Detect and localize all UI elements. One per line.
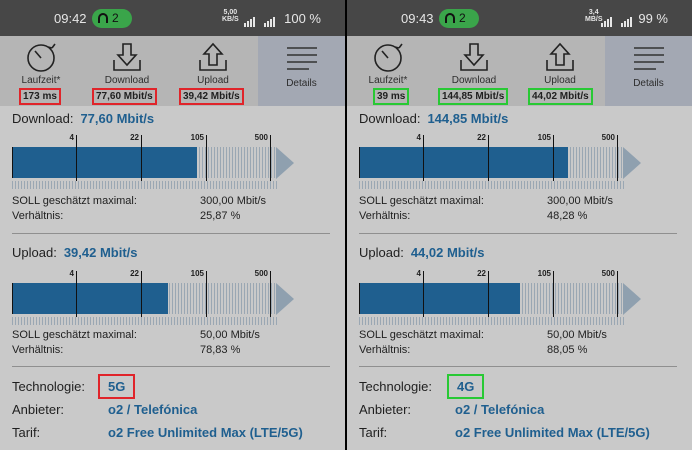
tariff-value: o2 Free Unlimited Max (LTE/5G) — [108, 425, 303, 440]
scale-label: 500 — [601, 269, 615, 278]
scale-label: 4 — [416, 133, 421, 142]
latency-value: 173 ms — [19, 88, 61, 105]
download-meter: 4 22 105 500 — [359, 133, 649, 193]
hotspot-badge: 2 — [439, 9, 479, 28]
status-bar: 09:42 2 5,00 KB/S 100 % — [0, 0, 345, 36]
signal-icon-2 — [621, 13, 633, 27]
meter-arrow-icon — [623, 283, 641, 315]
signal-icon-2 — [264, 13, 276, 27]
upload-meter: 4 22 105 500 — [12, 269, 302, 329]
upload-meter: 4 22 105 500 — [359, 269, 649, 329]
divider — [359, 233, 677, 234]
divider — [12, 233, 330, 234]
status-bar: 09:43 2 3,4 MB/S 99 % — [347, 0, 692, 36]
scale-label: 22 — [477, 133, 486, 142]
download-bar-fill — [360, 147, 568, 178]
hotspot-badge: 2 — [92, 9, 132, 28]
tab-latency[interactable]: Laufzeit* 39 ms — [347, 36, 429, 106]
upload-icon — [546, 42, 574, 71]
provider-value: o2 / Telefónica — [455, 402, 545, 417]
download-value: 77,60 Mbit/s — [92, 88, 157, 105]
battery-level: 99 % — [638, 11, 668, 26]
network-speed: 3,4 MB/S — [585, 9, 603, 23]
timer-icon — [27, 43, 56, 72]
scale-label: 105 — [190, 269, 204, 278]
scale-label: 22 — [130, 269, 139, 278]
scale-label: 4 — [416, 269, 421, 278]
timer-icon — [374, 43, 403, 72]
upload-speed: 44,02 Mbit/s — [410, 245, 485, 260]
scale-label: 22 — [130, 133, 139, 142]
battery-level: 100 % — [284, 11, 321, 26]
download-title: Download: — [12, 111, 74, 126]
divider — [12, 366, 330, 367]
menu-lines-icon — [633, 47, 664, 70]
scale-label: 22 — [477, 269, 486, 278]
meter-arrow-icon — [276, 147, 294, 179]
scale-label: 105 — [190, 133, 204, 142]
menu-lines-icon — [286, 47, 317, 70]
download-bar-fill — [13, 147, 197, 178]
upload-bar-fill — [360, 283, 520, 314]
download-section: Download: 144,85 Mbit/s 4 22 105 500 SOLL… — [359, 111, 681, 222]
technology-value: 5G — [98, 374, 136, 399]
signal-icon — [244, 13, 256, 27]
download-section: Download: 77,60 Mbit/s 4 22 105 500 SOLL … — [12, 111, 334, 222]
upload-section: Upload: 39,42 Mbit/s 4 22 105 500 SOLL ge… — [12, 245, 334, 356]
download-title: Download: — [359, 111, 421, 126]
tab-upload[interactable]: Upload 39,42 Mbit/s — [172, 36, 254, 106]
scale-label: 105 — [537, 269, 551, 278]
download-speed: 77,60 Mbit/s — [80, 111, 155, 126]
upload-section: Upload: 44,02 Mbit/s 4 22 105 500 SOLL ge… — [359, 245, 681, 356]
tab-download[interactable]: Download 77,60 Mbit/s — [86, 36, 168, 106]
technology-value: 4G — [447, 374, 485, 399]
upload-value: 39,42 Mbit/s — [179, 88, 244, 105]
meter-arrow-icon — [623, 147, 641, 179]
status-time: 09:43 — [401, 11, 434, 26]
scale-label: 4 — [69, 269, 74, 278]
signal-icon — [601, 13, 613, 27]
tab-details[interactable]: Details — [605, 36, 692, 106]
download-icon — [460, 43, 488, 71]
upload-title: Upload: — [359, 245, 404, 260]
wifi-icon — [445, 13, 455, 23]
status-time: 09:42 — [54, 11, 87, 26]
upload-title: Upload: — [12, 245, 57, 260]
scale-label: 105 — [537, 133, 551, 142]
scale-label: 500 — [254, 269, 268, 278]
scale-label: 500 — [601, 133, 615, 142]
upload-bar-fill — [13, 283, 168, 314]
download-meter: 4 22 105 500 — [12, 133, 302, 193]
upload-speed: 39,42 Mbit/s — [63, 245, 138, 260]
scale-label: 4 — [69, 133, 74, 142]
phone-screen-left: 09:42 2 5,00 KB/S 100 % Laufzeit* 173 ms … — [0, 0, 345, 450]
wifi-icon — [98, 13, 108, 23]
tab-download[interactable]: Download 144,85 Mbit/s — [433, 36, 515, 106]
phone-screen-right: 09:43 2 3,4 MB/S 99 % Laufzeit* 39 ms Dow… — [347, 0, 692, 450]
provider-value: o2 / Telefónica — [108, 402, 198, 417]
divider — [359, 366, 677, 367]
meter-arrow-icon — [276, 283, 294, 315]
tab-bar: Laufzeit* 39 ms Download 144,85 Mbit/s U… — [347, 36, 692, 106]
download-icon — [113, 43, 141, 71]
upload-value: 44,02 Mbit/s — [528, 88, 593, 105]
tab-latency[interactable]: Laufzeit* 173 ms — [0, 36, 82, 106]
tab-bar: Laufzeit* 173 ms Download 77,60 Mbit/s U… — [0, 36, 345, 106]
tab-upload[interactable]: Upload 44,02 Mbit/s — [519, 36, 601, 106]
upload-icon — [199, 42, 227, 71]
download-speed: 144,85 Mbit/s — [427, 111, 509, 126]
download-value: 144,85 Mbit/s — [438, 88, 509, 105]
network-speed: 5,00 KB/S — [222, 9, 239, 23]
tab-details[interactable]: Details — [258, 36, 345, 106]
tariff-value: o2 Free Unlimited Max (LTE/5G) — [455, 425, 650, 440]
scale-label: 500 — [254, 133, 268, 142]
latency-value: 39 ms — [373, 88, 410, 105]
